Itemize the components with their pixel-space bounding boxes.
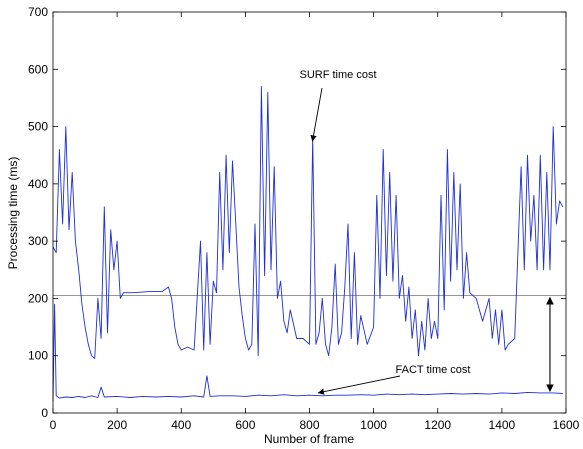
annotation-surf-arrow — [310, 87, 323, 142]
y-tick-label: 200 — [28, 291, 48, 305]
series-line-fact — [52, 303, 563, 402]
annotation-surf-label: SURF time cost — [299, 69, 376, 81]
annotation-layer: SURF time cost FACT time cost — [299, 69, 554, 395]
axes-layer: 0 200 400 600 800 1000 1200 1400 1600 0 100 200 300 4… — [28, 5, 580, 432]
y-tick-label: 500 — [28, 120, 48, 134]
x-tick-label: 600 — [235, 418, 255, 432]
annotation-fact-label: FACT time cost — [396, 364, 471, 376]
x-axis-label: Number of frame — [264, 432, 354, 446]
y-axis-label: Processing time (ms) — [6, 157, 20, 270]
x-tick-label: 1200 — [424, 418, 451, 432]
y-tick-label: 400 — [28, 177, 48, 191]
y-tick-label: 700 — [28, 5, 48, 19]
series-line-surf — [52, 86, 564, 360]
x-tick-label: 1600 — [553, 418, 580, 432]
y-tick-label: 600 — [28, 62, 48, 76]
series-layer — [52, 86, 564, 402]
x-tick-label: 400 — [171, 418, 191, 432]
y-tick-label: 300 — [28, 234, 48, 248]
annotation-fact-arrow — [317, 375, 401, 395]
x-tick-label: 1000 — [360, 418, 387, 432]
x-tick-label: 800 — [299, 418, 319, 432]
y-tick-label: 0 — [41, 406, 48, 420]
x-tick-label: 200 — [107, 418, 127, 432]
x-tick-label: 1400 — [489, 418, 516, 432]
y-tick-label: 100 — [28, 349, 48, 363]
x-tick-label: 0 — [50, 418, 57, 432]
plot-area — [53, 12, 566, 413]
